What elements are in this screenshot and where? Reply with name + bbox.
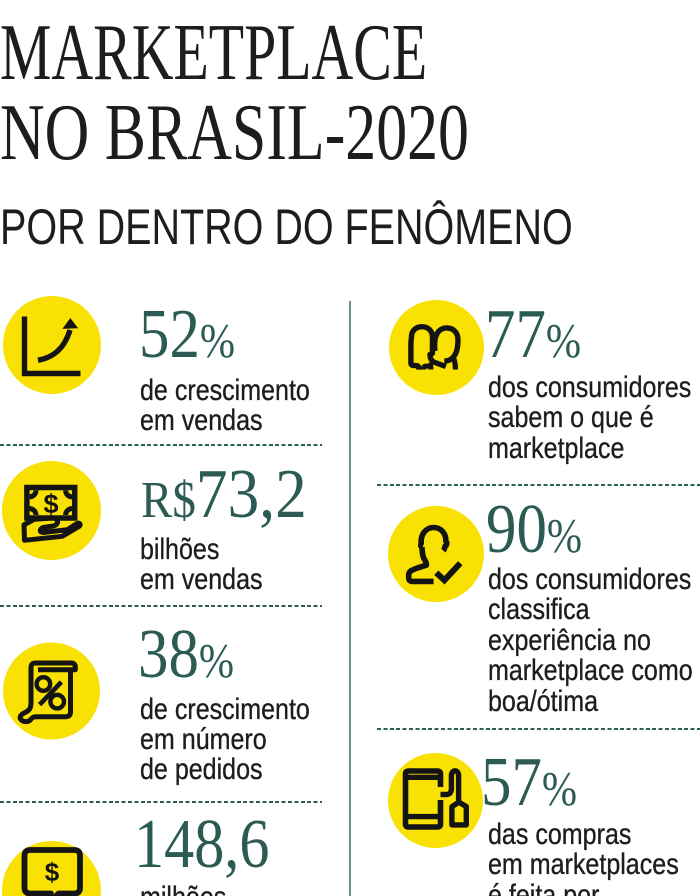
svg-text:$: $ [44,857,59,887]
svg-text:$: $ [43,489,58,519]
